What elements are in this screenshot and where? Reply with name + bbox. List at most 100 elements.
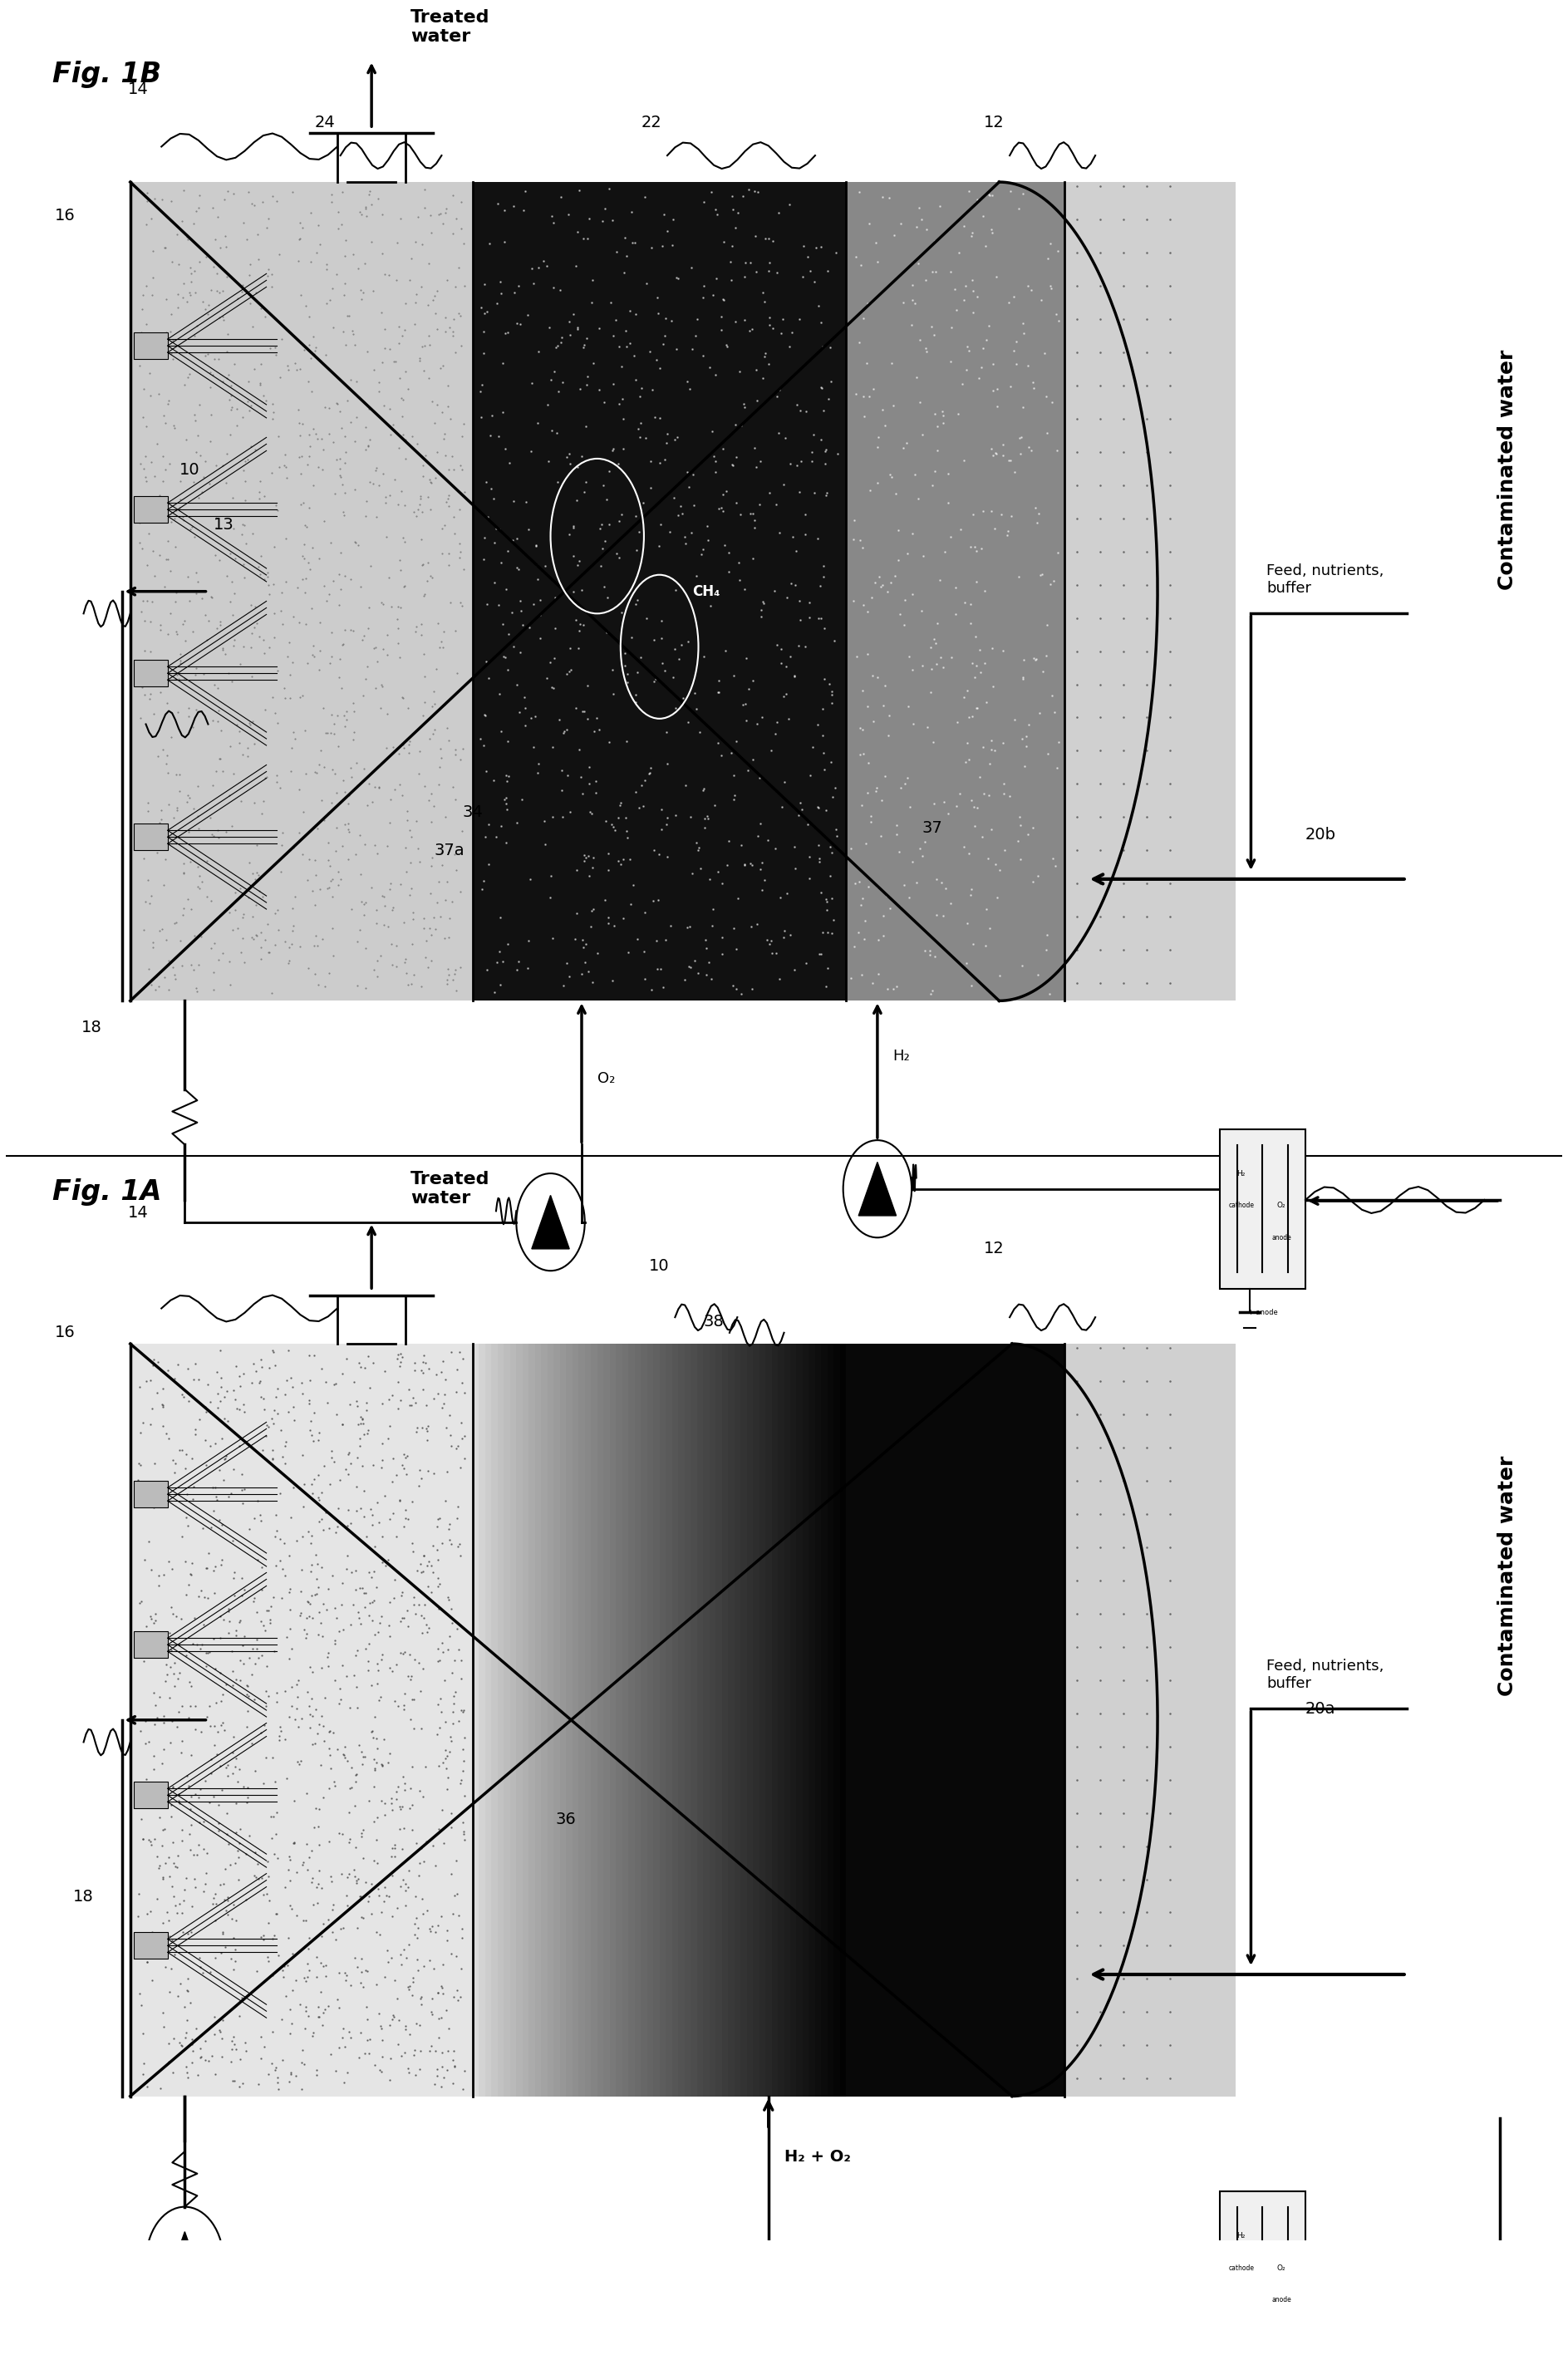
Point xyxy=(154,1645,179,1683)
Bar xyxy=(684,1343,691,2096)
Point xyxy=(870,566,895,604)
Point xyxy=(751,274,776,312)
Point xyxy=(428,739,453,776)
Point xyxy=(188,1947,213,1985)
Point xyxy=(452,1812,477,1850)
Point xyxy=(442,611,467,649)
Point xyxy=(370,1746,395,1784)
Point xyxy=(295,1824,320,1862)
Point xyxy=(243,916,268,953)
Point xyxy=(895,687,920,725)
Point xyxy=(268,1475,293,1513)
Point xyxy=(809,304,834,342)
Point xyxy=(321,715,347,753)
Point xyxy=(919,307,944,345)
Point xyxy=(136,1522,162,1560)
Point xyxy=(390,1600,416,1638)
Point xyxy=(246,479,271,517)
Point xyxy=(278,2015,303,2053)
Point xyxy=(296,326,321,363)
Point xyxy=(384,262,409,300)
Point xyxy=(235,1779,260,1817)
Point xyxy=(343,835,368,873)
Point xyxy=(299,1680,325,1718)
Point xyxy=(436,477,461,514)
Point xyxy=(740,970,765,1008)
Point xyxy=(557,196,582,234)
Point xyxy=(395,1591,420,1628)
Point xyxy=(252,1673,278,1711)
Point xyxy=(180,205,205,243)
Point xyxy=(241,1345,267,1383)
Point xyxy=(367,373,392,411)
Point xyxy=(216,776,241,814)
Point xyxy=(993,831,1018,868)
Point xyxy=(356,1338,381,1376)
Point xyxy=(361,1718,386,1756)
Point xyxy=(586,710,612,748)
Point xyxy=(748,850,773,887)
Point xyxy=(125,1461,151,1499)
Point xyxy=(235,382,260,420)
Point xyxy=(151,732,176,769)
Point xyxy=(670,680,695,717)
Point xyxy=(390,904,416,942)
Point xyxy=(220,807,245,845)
Point xyxy=(481,762,506,800)
Point xyxy=(202,666,227,703)
Point xyxy=(557,514,582,552)
Point xyxy=(281,890,306,927)
Point xyxy=(354,1517,379,1555)
Point xyxy=(426,1640,452,1678)
Point xyxy=(342,691,367,729)
Point xyxy=(179,2025,204,2063)
Text: 10: 10 xyxy=(179,463,199,477)
Point xyxy=(420,559,445,597)
Point xyxy=(241,186,267,224)
Point xyxy=(543,354,568,392)
Point xyxy=(298,194,323,231)
Point xyxy=(210,363,235,401)
Point xyxy=(848,736,873,774)
Point xyxy=(430,1744,455,1782)
Point xyxy=(367,1916,392,1954)
Point xyxy=(715,847,740,885)
Point xyxy=(276,1392,301,1430)
Point xyxy=(332,611,358,649)
Point xyxy=(387,765,412,802)
Point xyxy=(193,1392,218,1430)
Point xyxy=(314,1947,339,1985)
Point xyxy=(318,1857,343,1895)
Point xyxy=(798,253,823,290)
Point xyxy=(681,486,706,524)
Point xyxy=(295,1673,320,1711)
Point xyxy=(332,276,358,314)
Point xyxy=(299,1517,325,1555)
Point xyxy=(419,774,444,812)
Point xyxy=(157,1973,182,2011)
Point xyxy=(185,798,210,835)
Point xyxy=(362,1751,387,1789)
Point xyxy=(434,1992,459,2030)
Point xyxy=(492,781,517,819)
Point xyxy=(207,1501,232,1539)
Point xyxy=(157,942,182,979)
Point xyxy=(817,328,842,366)
Point xyxy=(306,1997,331,2034)
Point xyxy=(1035,607,1060,644)
Text: H₂: H₂ xyxy=(892,1048,909,1064)
Point xyxy=(151,396,176,434)
Point xyxy=(412,1598,437,1635)
Point xyxy=(420,687,445,725)
Point xyxy=(299,1600,325,1638)
Point xyxy=(870,897,895,935)
Point xyxy=(230,1355,256,1392)
Point xyxy=(198,422,223,460)
Bar xyxy=(740,1343,748,2096)
Point xyxy=(256,1409,281,1447)
Point xyxy=(256,250,281,288)
Point xyxy=(514,295,539,333)
Point xyxy=(750,583,775,621)
Point xyxy=(221,2025,246,2063)
Point xyxy=(296,415,321,453)
